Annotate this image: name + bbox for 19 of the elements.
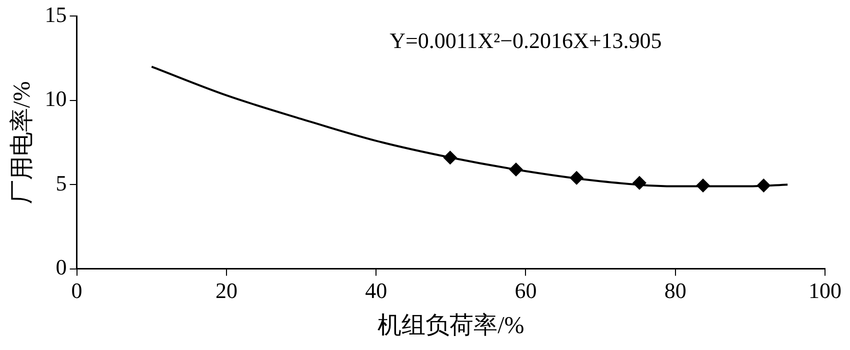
point xyxy=(570,170,584,185)
point xyxy=(443,150,458,165)
x-axis-title: 机组负荷率/% xyxy=(378,312,524,339)
x-tick-label: 40 xyxy=(365,278,388,303)
point xyxy=(696,178,710,192)
point xyxy=(756,178,771,192)
x-tick-label: 80 xyxy=(664,278,686,303)
annotation: Y=0.0011X²−0.2016X+13.905 xyxy=(390,28,662,53)
point xyxy=(508,162,523,176)
x-tick-label: 60 xyxy=(514,278,537,303)
x-tick-label: 100 xyxy=(808,278,842,303)
y-tick-label: 15 xyxy=(44,2,67,27)
y-tick-label: 10 xyxy=(44,86,67,112)
x-tick-label: 20 xyxy=(215,278,238,303)
point xyxy=(632,176,646,190)
y-tick-label: 5 xyxy=(56,170,67,196)
y-tick-label: 0 xyxy=(56,254,67,280)
y-axis-title: 厂用电率/% xyxy=(8,81,36,204)
x-tick-label: 0 xyxy=(71,278,82,303)
